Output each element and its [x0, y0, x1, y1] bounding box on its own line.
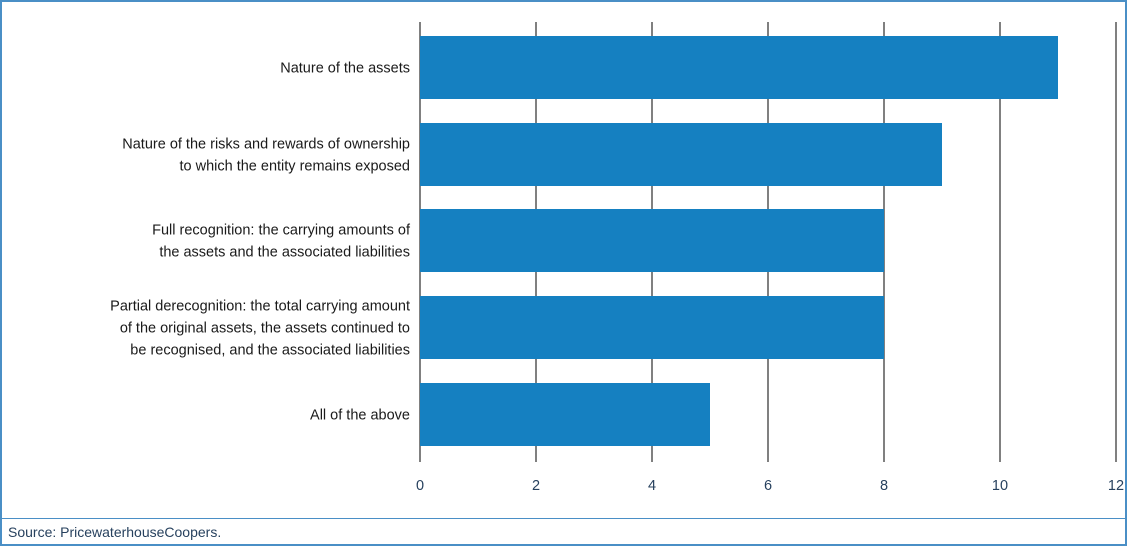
category-label: be recognised, and the associated liabil…	[130, 343, 410, 359]
category-label: Partial derecognition: the total carryin…	[110, 299, 410, 315]
category-label: All of the above	[310, 408, 410, 424]
category-label: Nature of the assets	[280, 61, 410, 77]
category-label: to which the entity remains exposed	[179, 159, 410, 175]
source-note: Source: PricewaterhouseCoopers.	[8, 524, 222, 540]
x-tick-label: 2	[532, 478, 540, 494]
bar	[420, 383, 710, 446]
category-label: the assets and the associated liabilitie…	[159, 245, 410, 261]
category-label: of the original assets, the assets conti…	[120, 321, 410, 337]
x-tick-label: 4	[648, 478, 656, 494]
bar	[420, 296, 884, 359]
bar	[420, 123, 942, 186]
x-tick-label: 12	[1108, 478, 1124, 494]
x-tick-label: 10	[992, 478, 1008, 494]
bar-chart: Nature of the assets Nature of the risks …	[110, 22, 1124, 494]
x-tick-label: 6	[764, 478, 772, 494]
source-divider	[2, 518, 1127, 519]
category-label: Nature of the risks and rewards of owner…	[122, 137, 410, 153]
category-label: Full recognition: the carrying amounts o…	[152, 223, 411, 239]
bar	[420, 36, 1058, 99]
bar	[420, 209, 884, 272]
x-tick-label: 0	[416, 478, 424, 494]
x-tick-label: 8	[880, 478, 888, 494]
